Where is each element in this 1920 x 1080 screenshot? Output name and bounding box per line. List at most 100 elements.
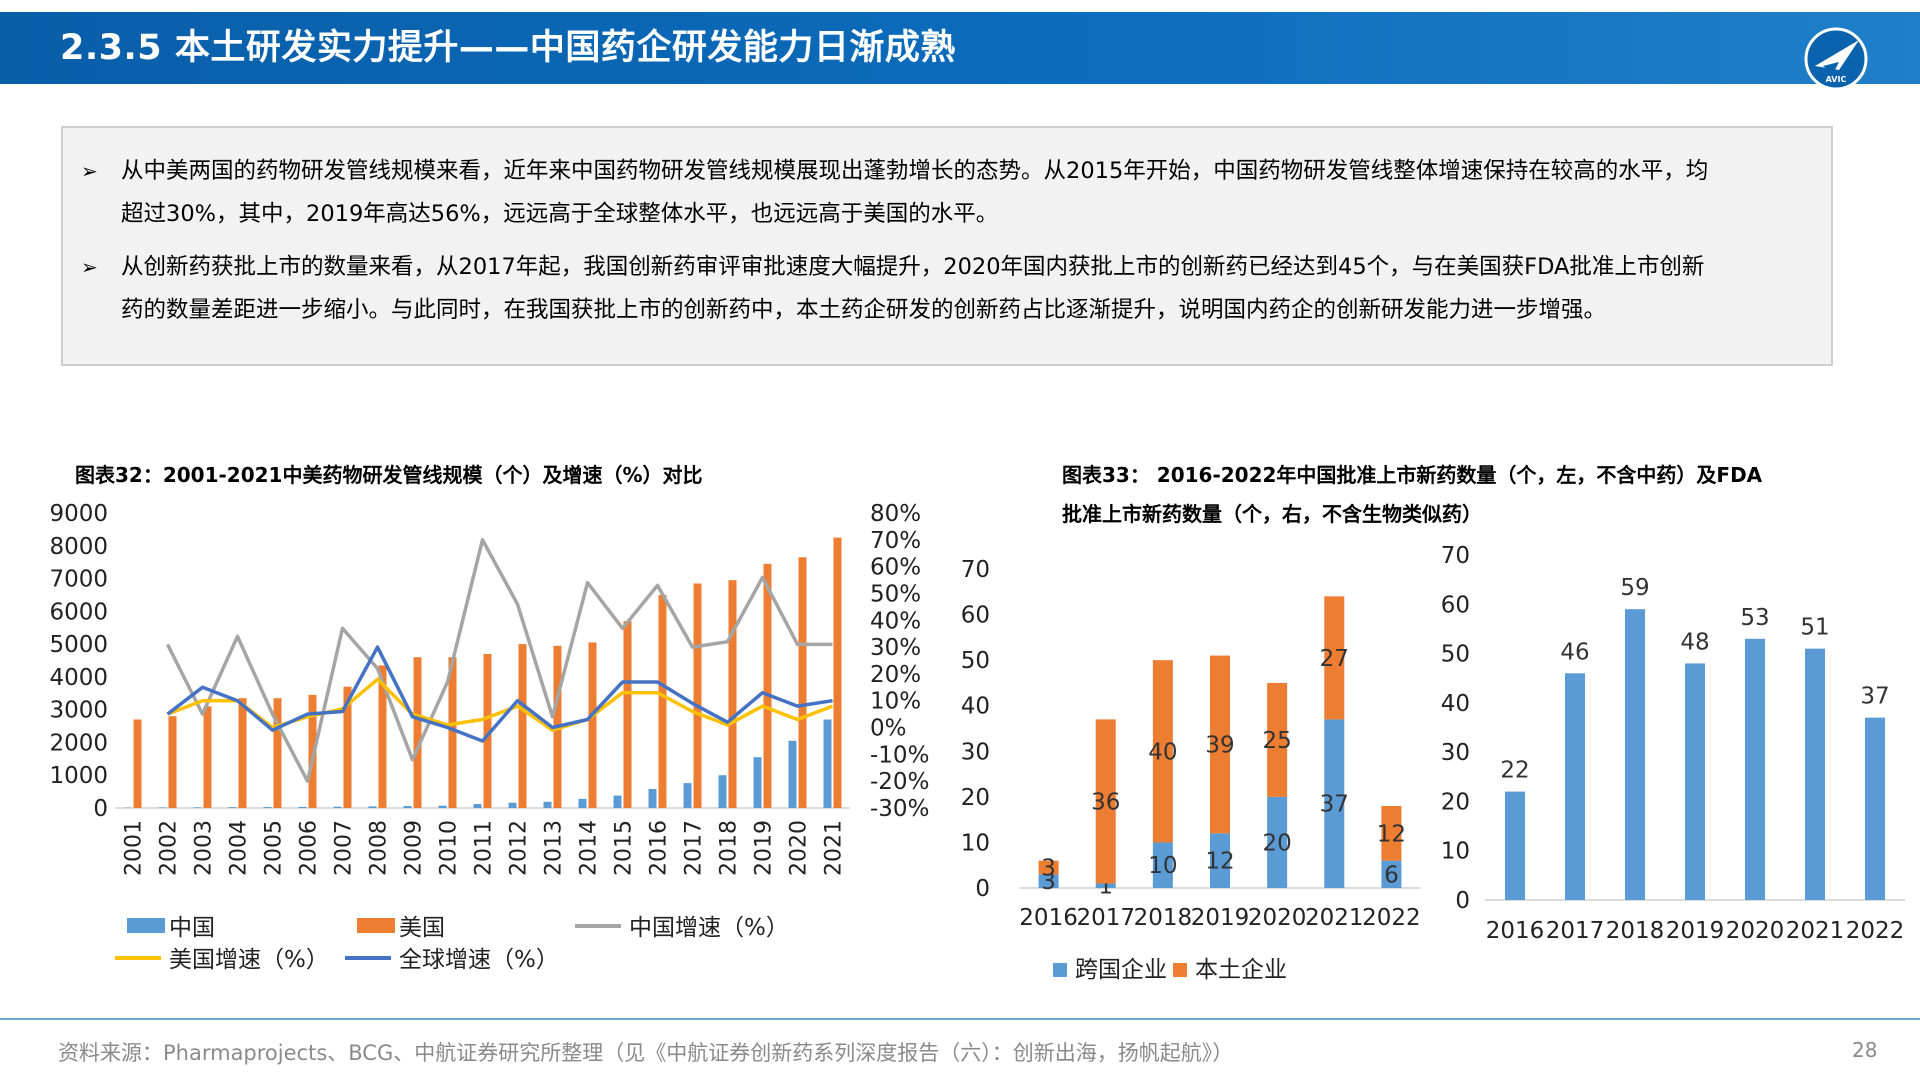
data-label: 39 — [1205, 732, 1234, 758]
fda-approval-bar — [1685, 663, 1705, 900]
fda-approval-bar — [1625, 609, 1645, 900]
x-tick-label: 2020 — [1248, 905, 1307, 931]
x-tick-label: 2017 — [1076, 905, 1135, 931]
us-pipeline-bar — [168, 716, 177, 808]
y-right-tick-label: 10% — [870, 689, 921, 715]
y-left-tick-label: 2000 — [49, 730, 108, 756]
x-tick-label: 2012 — [507, 820, 532, 876]
us-pipeline-bar — [343, 686, 352, 808]
us-pipeline-bar — [483, 653, 492, 808]
data-label: 51 — [1800, 615, 1829, 641]
y-tick-label: 20 — [961, 785, 990, 811]
y-tick-label: 60 — [961, 603, 990, 629]
china-pipeline-bar — [753, 757, 762, 808]
us-pipeline-bar — [413, 657, 422, 808]
multinational-bar — [1038, 874, 1059, 888]
china-pipeline-bar — [613, 795, 622, 808]
data-label: 27 — [1320, 646, 1349, 672]
x-tick-label: 2019 — [752, 820, 777, 876]
x-tick-label: 2011 — [472, 820, 497, 876]
data-label: 48 — [1680, 629, 1709, 655]
x-tick-label: 2021 — [1786, 918, 1845, 944]
data-label: 22 — [1500, 758, 1529, 784]
x-tick-label: 2003 — [192, 820, 217, 876]
us-pipeline-bar — [378, 665, 387, 808]
x-tick-label: 2018 — [717, 820, 742, 876]
us-pipeline-bar — [658, 594, 667, 808]
y-left-tick-label: 5000 — [49, 632, 108, 658]
us-pipeline-bar — [763, 563, 772, 808]
y-tick-label: 50 — [961, 648, 990, 674]
legend-label: 美国 — [399, 915, 445, 941]
china-pipeline-bar — [193, 807, 202, 808]
y-tick-label: 20 — [1441, 789, 1470, 815]
multinational-bar — [1152, 842, 1173, 888]
data-label: 20 — [1263, 830, 1292, 856]
footer-divider — [0, 1018, 1920, 1020]
y-right-tick-label: -10% — [870, 742, 929, 768]
x-tick-label: 2005 — [262, 820, 287, 876]
multinational-bar — [1381, 860, 1402, 888]
china-pipeline-bar — [788, 740, 797, 808]
x-tick-label: 2006 — [297, 820, 322, 876]
legend-label: 本土企业 — [1195, 957, 1287, 983]
y-right-tick-label: 40% — [870, 608, 921, 634]
us-pipeline-bar — [588, 642, 597, 808]
y-left-tick-label: 3000 — [49, 698, 108, 724]
data-label: 12 — [1377, 821, 1406, 847]
x-tick-label: 2007 — [332, 820, 357, 876]
multinational-bar — [1324, 719, 1345, 888]
y-right-tick-label: 60% — [870, 555, 921, 581]
x-tick-label: 2019 — [1666, 918, 1725, 944]
x-tick-label: 2017 — [1546, 918, 1605, 944]
domestic-bar — [1324, 596, 1345, 720]
y-right-tick-label: 30% — [870, 635, 921, 661]
x-tick-label: 2018 — [1606, 918, 1665, 944]
china-pipeline-bar — [403, 806, 412, 808]
chart32-pipeline-chart: 9000 8000 7000 6000 5000 4000 3000 2000 1000 0 80%… — [49, 501, 929, 973]
fda-approval-bar — [1565, 673, 1585, 900]
us-pipeline-bar — [203, 706, 212, 808]
china-pipeline-bar — [648, 788, 657, 808]
china-pipeline-bar — [298, 806, 307, 808]
us-pipeline-bar — [623, 621, 632, 808]
x-tick-label: 2002 — [157, 820, 182, 876]
us-pipeline-bar — [238, 698, 247, 808]
legend-label: 美国增速（%） — [169, 947, 329, 973]
china-pipeline-bar — [438, 805, 447, 808]
legend-swatch — [127, 918, 165, 933]
us-pipeline-bar — [833, 537, 842, 808]
data-label: 3 — [1041, 869, 1056, 895]
multinational-bar — [1210, 833, 1230, 888]
x-tick-label: 2020 — [787, 820, 812, 876]
avic-logo: AVIC — [1804, 27, 1868, 91]
legend-label: 全球增速（%） — [399, 947, 559, 973]
china-pipeline-bar — [368, 806, 377, 808]
data-label: 37 — [1320, 792, 1349, 818]
us-pipeline-bar — [798, 557, 807, 808]
legend-swatch — [1173, 963, 1187, 977]
fda-approval-bar — [1505, 791, 1525, 900]
y-left-tick-label: 8000 — [49, 534, 108, 560]
domestic-bar — [1038, 860, 1059, 875]
y-right-tick-label: 80% — [870, 501, 921, 527]
global-growth-line — [166, 645, 833, 743]
y-tick-label: 10 — [1441, 839, 1470, 865]
x-tick-label: 2017 — [682, 820, 707, 876]
x-tick-label: 2013 — [542, 820, 567, 876]
data-label: 25 — [1263, 728, 1292, 754]
x-tick-label: 2021 — [1305, 905, 1364, 931]
bullet-line: 超过30%，其中，2019年高达56%，远远高于全球整体水平，也远远高于美国的水… — [121, 201, 999, 227]
y-left-tick-label: 7000 — [49, 567, 108, 593]
y-left-tick-label: 4000 — [49, 665, 108, 691]
legend-label: 中国增速（%） — [629, 915, 789, 941]
chart33-title-line2: 批准上市新药数量（个，右，不含生物类似药） — [1062, 502, 1482, 526]
china-pipeline-bar — [718, 775, 727, 808]
page-number: 28 — [1852, 1038, 1878, 1062]
x-tick-label: 2022 — [1362, 905, 1421, 931]
us-pipeline-bar — [728, 580, 737, 808]
multinational-bar — [1095, 883, 1116, 888]
data-label: 6 — [1384, 862, 1399, 888]
summary-box: ➢ 从中美两国的药物研发管线规模来看，近年来中国药物研发管线规模展现出蓬勃增长的… — [61, 126, 1833, 366]
